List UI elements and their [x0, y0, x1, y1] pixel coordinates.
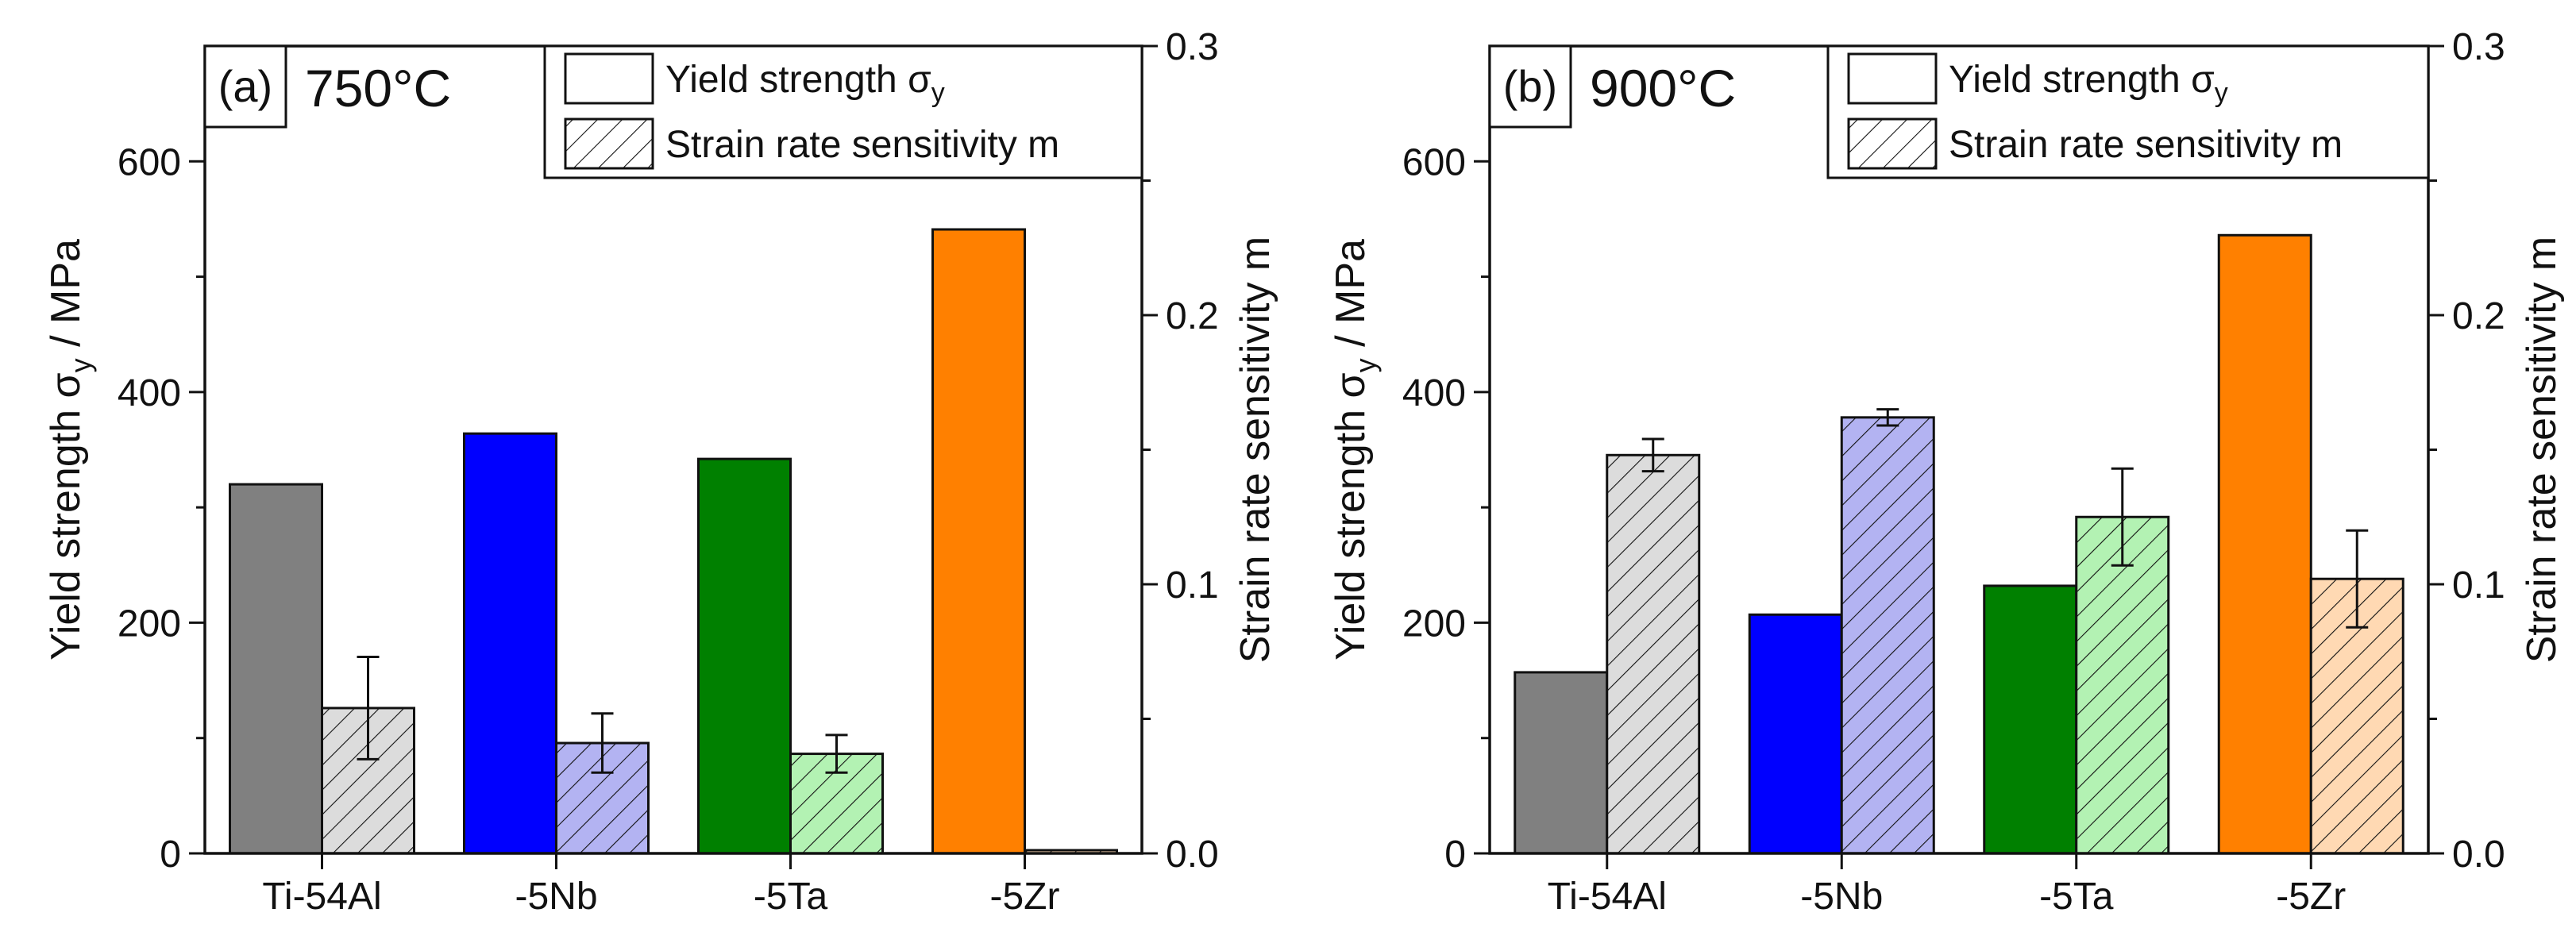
panel-label: (b)	[1503, 61, 1557, 111]
panel-a-750c: Ti-54Al -5Nb -5Ta -5Zr 0 200 400 600 0.0 0.1 0.2 0.…	[43, 26, 1278, 918]
panel-label-box	[1488, 44, 1572, 129]
y-left-axis-label-main: Yield strength σ	[1328, 372, 1374, 660]
legend-label-srs: Strain rate sensitivity m	[1949, 124, 2343, 166]
legend-swatch-yield	[1847, 52, 1938, 105]
temperature-label: 900°C	[1590, 59, 1736, 117]
x-tick-label: -5Nb	[1800, 876, 1883, 918]
y-right-tick-label: 0.0	[2452, 834, 2505, 876]
panel-b-900c: Ti-54Al -5Nb -5Ta -5Zr 0 200 400 600 0.0 0.1 0.2 0.…	[1328, 26, 2565, 918]
y-left-tick-label: 200	[118, 603, 181, 645]
srs-bar-5nb	[1840, 416, 1935, 855]
y-left-axis-label-sub: y	[64, 358, 97, 372]
yield-strength-bar-5zr	[2217, 233, 2312, 855]
y-left-axis-label: Yield strength σy / MPa	[1328, 239, 1382, 660]
yield-strength-bar-ti-54al	[229, 483, 323, 855]
y-left-axis-label: Yield strength σy / MPa	[43, 239, 97, 660]
yield-strength-bar-5zr	[931, 228, 1026, 855]
y-right-tick-label: 0.3	[2452, 26, 2505, 68]
y-left-axis-label-unit: / MPa	[43, 239, 89, 358]
y-left-tick-label: 0	[160, 834, 181, 876]
y-right-tick-label: 0.1	[2452, 564, 2505, 606]
legend-label-yield-sub: y	[931, 78, 945, 108]
y-left-tick-label: 400	[118, 372, 181, 414]
legend-label-yield: Yield strength σy	[1949, 59, 2228, 108]
x-tick-label: -5Ta	[2039, 876, 2114, 918]
y-left-tick-label: 400	[1402, 372, 1466, 414]
legend-label-yield-sub: y	[2215, 78, 2228, 108]
srs-bar-ti-54al	[1606, 453, 1701, 855]
x-tick-label: Ti-54Al	[262, 876, 381, 918]
yield-strength-bar-5ta	[697, 457, 792, 855]
legend-swatch-srs	[564, 117, 654, 170]
legend-label-yield-main: Yield strength σ	[1949, 59, 2215, 101]
legend-label-srs: Strain rate sensitivity m	[665, 124, 1059, 166]
x-tick-label: -5Zr	[2276, 876, 2346, 918]
yield-strength-bar-5nb	[1748, 613, 1843, 855]
temperature-label: 750°C	[305, 59, 451, 117]
legend-swatch-yield	[564, 52, 654, 105]
y-left-tick-label: 600	[1402, 141, 1466, 183]
y-left-axis-label-sub: y	[1349, 358, 1382, 372]
y-left-axis-label-unit: / MPa	[1328, 239, 1374, 358]
yield-strength-bar-5nb	[463, 432, 557, 855]
srs-bar-5ta	[2075, 515, 2170, 855]
y-left-tick-label: 200	[1402, 603, 1466, 645]
x-tick-label: -5Zr	[990, 876, 1060, 918]
y-right-tick-label: 0.2	[2452, 295, 2505, 337]
legend-label-yield: Yield strength σy	[665, 59, 945, 108]
y-right-tick-label: 0.1	[1166, 564, 1219, 606]
y-right-tick-label: 0.2	[1166, 295, 1219, 337]
legend-swatch-srs	[1847, 117, 1938, 170]
y-left-axis-label-main: Yield strength σ	[43, 372, 89, 660]
y-right-axis-label: Strain rate sensitivity m	[1232, 237, 1278, 664]
y-right-tick-label: 0.0	[1166, 834, 1219, 876]
legend-label-yield-main: Yield strength σ	[665, 59, 931, 101]
x-tick-label: -5Nb	[515, 876, 597, 918]
panel-label: (a)	[218, 61, 272, 111]
x-tick-label: Ti-54Al	[1548, 876, 1667, 918]
y-right-tick-label: 0.3	[1166, 26, 1219, 68]
y-left-tick-label: 0	[1444, 834, 1466, 876]
panel-label-box	[203, 44, 287, 129]
x-tick-label: -5Ta	[754, 876, 828, 918]
y-left-tick-label: 600	[118, 141, 181, 183]
yield-strength-bar-5ta	[1983, 584, 2078, 855]
y-right-axis-label: Strain rate sensitivity m	[2519, 237, 2565, 664]
yield-strength-bar-ti-54al	[1514, 671, 1609, 855]
